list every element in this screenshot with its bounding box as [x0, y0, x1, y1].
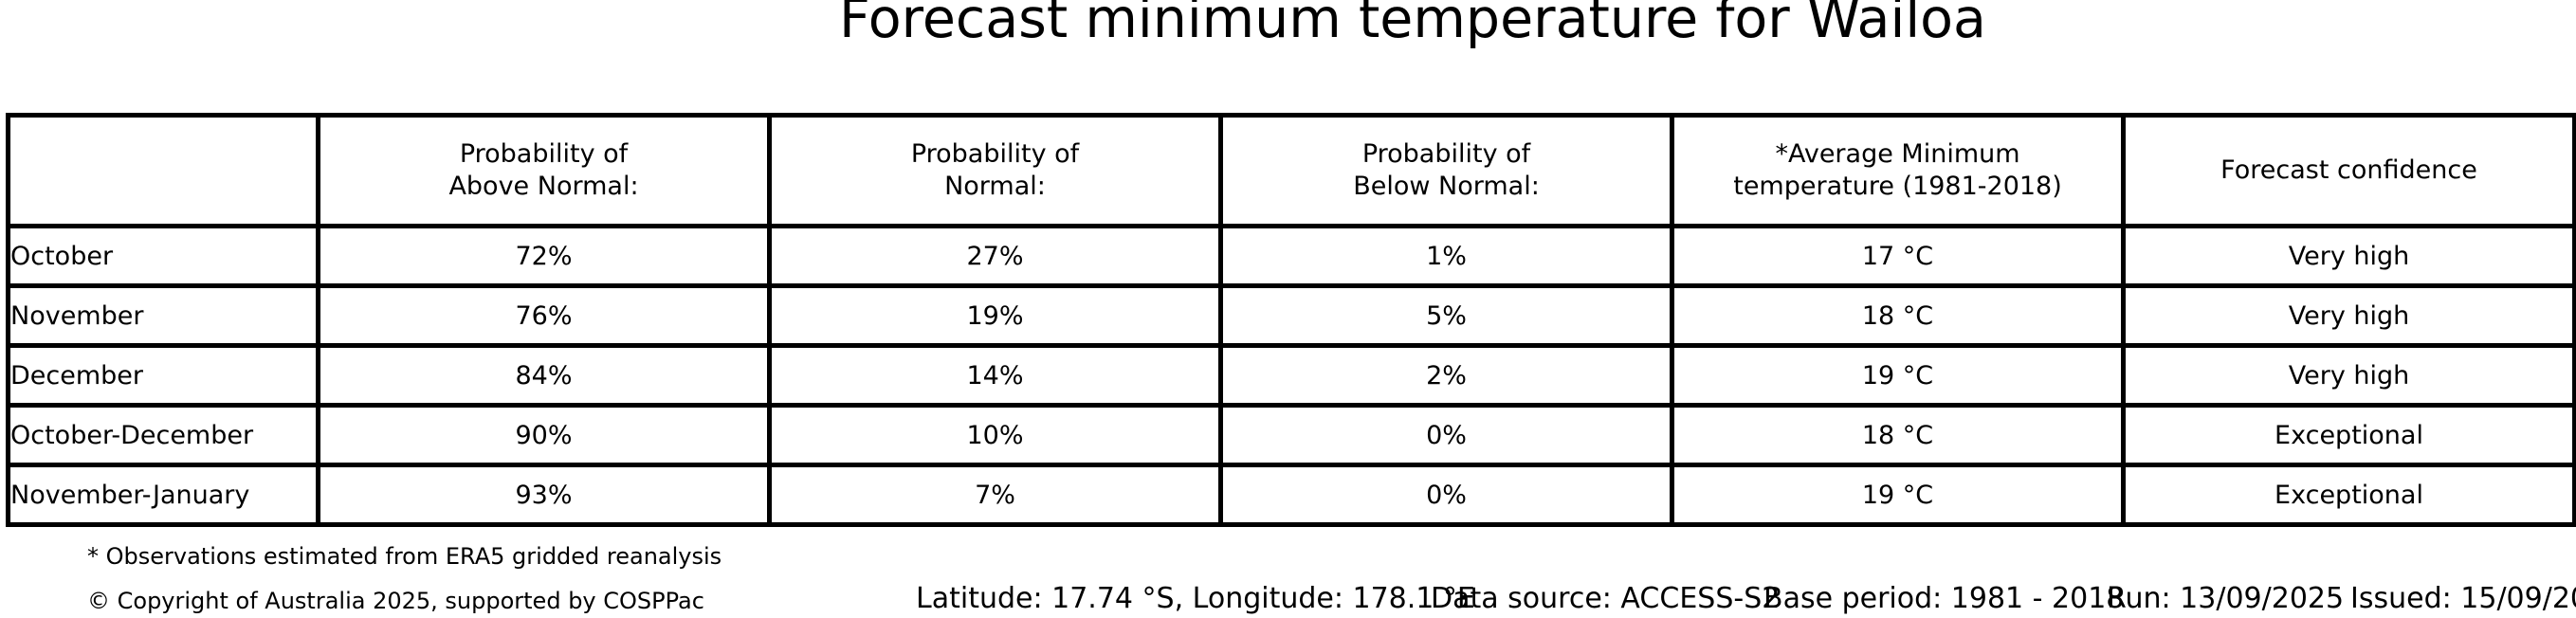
page-title: Forecast minimum temperature for Wailoa — [839, 0, 1986, 50]
table-row-november: November 76% 19% 5% 18 °C Very high — [6, 283, 2576, 348]
cell-confidence: Exceptional — [2121, 463, 2576, 527]
cell-average-minimum: 18 °C — [1670, 403, 2126, 467]
cell-normal: 14% — [767, 343, 1223, 408]
blank-corner-cell — [6, 113, 320, 228]
col-header-line: temperature (1981-2018) — [1733, 172, 2062, 201]
forecast-table-container: Probability of Above Normal: Probability… — [6, 113, 2576, 527]
cell-below-normal: 1% — [1218, 224, 1674, 288]
meta-base-period: Base period: 1981 - 2018 — [1763, 582, 2125, 615]
cell-above-normal: 93% — [316, 463, 772, 527]
meta-run-date: Run: 13/09/2025 — [2107, 582, 2345, 615]
row-label: October — [6, 224, 320, 288]
cell-below-normal: 0% — [1218, 403, 1674, 467]
col-header-average-minimum: *Average Minimum temperature (1981-2018) — [1670, 113, 2126, 228]
cell-above-normal: 76% — [316, 283, 772, 348]
cell-confidence: Very high — [2121, 343, 2576, 408]
table-row-october: October 72% 27% 1% 17 °C Very high — [6, 224, 2576, 288]
cell-confidence: Exceptional — [2121, 403, 2576, 467]
cell-below-normal: 2% — [1218, 343, 1674, 408]
col-header-line: Probability of — [910, 139, 1080, 169]
cell-confidence: Very high — [2121, 224, 2576, 288]
meta-location: Latitude: 17.74 °S, Longitude: 178.1 °E — [916, 582, 1475, 615]
cell-average-minimum: 18 °C — [1670, 283, 2126, 348]
col-header-line: Probability of — [459, 139, 629, 169]
footnote: * Observations estimated from ERA5 gridd… — [87, 543, 722, 570]
cell-below-normal: 5% — [1218, 283, 1674, 348]
table-row-december: December 84% 14% 2% 19 °C Very high — [6, 343, 2576, 408]
cell-average-minimum: 19 °C — [1670, 463, 2126, 527]
col-header-line: *Average Minimum — [1775, 139, 2020, 169]
cell-average-minimum: 17 °C — [1670, 224, 2126, 288]
col-header-line: Forecast confidence — [2220, 155, 2477, 185]
cell-above-normal: 90% — [316, 403, 772, 467]
cell-normal: 19% — [767, 283, 1223, 348]
cell-confidence: Very high — [2121, 283, 2576, 348]
meta-issued-date: Issued: 15/09/2025 — [2350, 582, 2576, 615]
copyright-text: © Copyright of Australia 2025, supported… — [87, 588, 704, 614]
row-label: November-January — [6, 463, 320, 527]
table-row-november-january: November-January 93% 7% 0% 19 °C Excepti… — [6, 463, 2576, 527]
cell-average-minimum: 19 °C — [1670, 343, 2126, 408]
cell-above-normal: 84% — [316, 343, 772, 408]
cell-above-normal: 72% — [316, 224, 772, 288]
forecast-table: Probability of Above Normal: Probability… — [6, 113, 2576, 527]
cell-normal: 27% — [767, 224, 1223, 288]
row-label: December — [6, 343, 320, 408]
row-label: October-December — [6, 403, 320, 467]
cell-normal: 7% — [767, 463, 1223, 527]
col-header-line: Normal: — [944, 172, 1046, 201]
col-header-forecast-confidence: Forecast confidence — [2121, 113, 2576, 228]
col-header-normal: Probability of Normal: — [767, 113, 1223, 228]
col-header-above-normal: Probability of Above Normal: — [316, 113, 772, 228]
header-row: Probability of Above Normal: Probability… — [6, 113, 2576, 228]
col-header-line: Above Normal: — [448, 172, 639, 201]
col-header-below-normal: Probability of Below Normal: — [1218, 113, 1674, 228]
meta-data-source: Data source: ACCESS-S2 — [1431, 582, 1781, 615]
cell-below-normal: 0% — [1218, 463, 1674, 527]
col-header-line: Probability of — [1361, 139, 1531, 169]
col-header-line: Below Normal: — [1353, 172, 1540, 201]
cell-normal: 10% — [767, 403, 1223, 467]
table-row-october-december: October-December 90% 10% 0% 18 °C Except… — [6, 403, 2576, 467]
row-label: November — [6, 283, 320, 348]
